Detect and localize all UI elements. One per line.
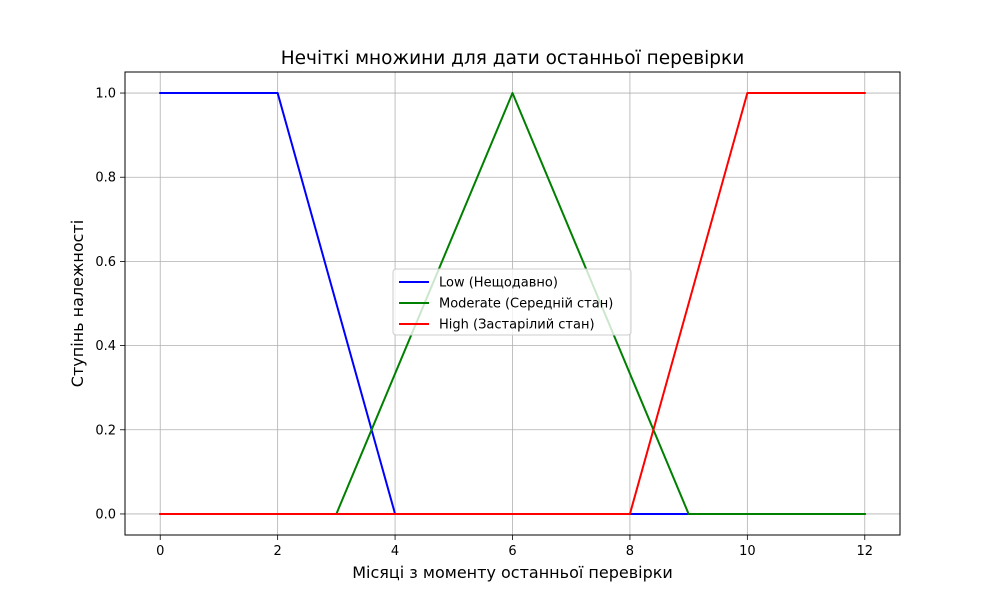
legend-box bbox=[392, 268, 632, 336]
legend-label: Low (Нещодавно) bbox=[439, 276, 558, 291]
x-axis: 0 2 4 6 8 10 12 bbox=[156, 535, 873, 559]
chart-title: Нечіткі множини для дати останньої перев… bbox=[281, 48, 744, 69]
y-tick-label: 0.4 bbox=[95, 339, 116, 354]
legend: Low (Нещодавно) Moderate (Середній стан) H… bbox=[392, 268, 632, 336]
legend-label: High (Застарілий стан) bbox=[439, 318, 595, 333]
x-tick-label: 6 bbox=[508, 544, 516, 559]
y-tick-label: 0.2 bbox=[95, 423, 116, 438]
y-tick-label: 1.0 bbox=[95, 87, 116, 102]
x-axis-title: Місяці з моменту останньої перевірки bbox=[352, 563, 673, 582]
y-tick-label: 0.0 bbox=[95, 507, 116, 522]
x-tick-label: 4 bbox=[391, 544, 399, 559]
x-tick-label: 0 bbox=[156, 544, 164, 559]
y-tick-label: 0.6 bbox=[95, 255, 116, 270]
series-lines bbox=[159, 92, 866, 515]
x-tick-label: 12 bbox=[856, 544, 873, 559]
y-axis: 0.0 0.2 0.4 0.6 0.8 1.0 bbox=[95, 87, 125, 522]
x-tick-label: 10 bbox=[739, 544, 756, 559]
legend-label: Moderate (Середній стан) bbox=[439, 297, 613, 312]
y-axis-title: Ступінь належності bbox=[68, 220, 87, 387]
x-tick-label: 8 bbox=[626, 544, 634, 559]
series-line-3 bbox=[159, 92, 866, 515]
x-tick-label: 2 bbox=[274, 544, 282, 559]
y-tick-label: 0.8 bbox=[95, 171, 116, 186]
